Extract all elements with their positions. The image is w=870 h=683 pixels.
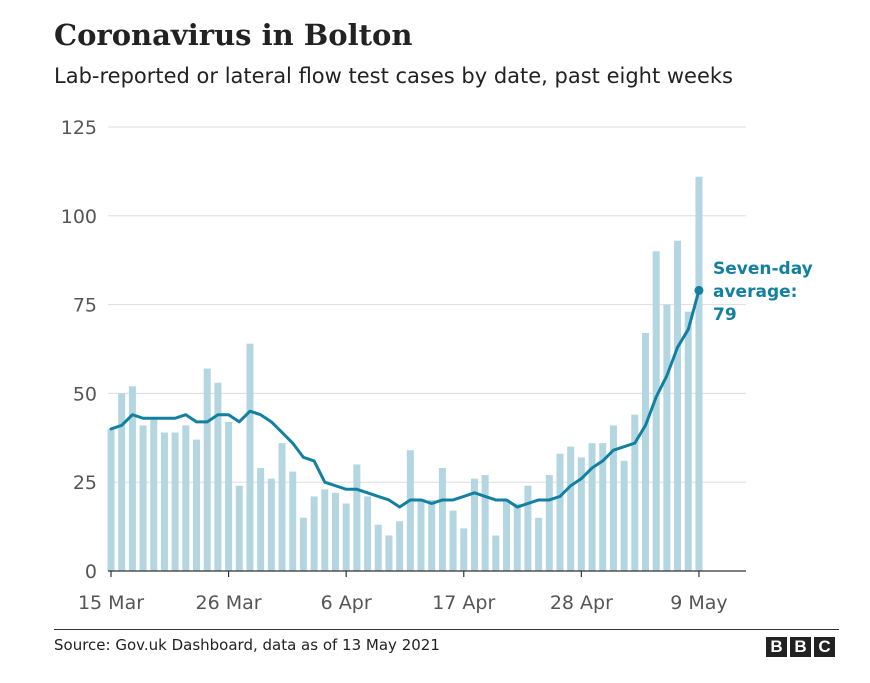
annotation-label: Seven-day <box>713 259 813 279</box>
y-tick-label: 125 <box>61 117 97 139</box>
bar <box>160 432 168 571</box>
bar <box>428 499 436 571</box>
chart-subtitle: Lab-reported or lateral flow test cases … <box>54 64 733 88</box>
bar <box>492 535 500 571</box>
bar <box>588 443 596 571</box>
bar <box>299 517 307 571</box>
bar <box>695 176 703 571</box>
bar <box>107 428 115 571</box>
bar <box>267 478 275 571</box>
bar <box>577 457 585 571</box>
bar <box>545 475 553 571</box>
seven-day-average-endpoint <box>694 285 704 295</box>
y-tick-label: 50 <box>73 383 97 405</box>
x-tick-label: 26 Mar <box>196 592 262 614</box>
bbc-logo-letter: C <box>814 637 835 657</box>
bar <box>193 439 201 571</box>
bar <box>246 343 254 571</box>
bar <box>460 528 468 571</box>
bar <box>182 425 190 571</box>
bar <box>599 443 607 571</box>
bar <box>503 499 511 571</box>
bar <box>642 333 649 571</box>
bar <box>118 393 126 571</box>
bar <box>278 443 286 571</box>
bar <box>235 485 243 571</box>
bar <box>342 503 350 571</box>
bar <box>364 496 372 571</box>
footer-divider <box>54 629 839 630</box>
bar <box>556 453 564 571</box>
bar <box>652 251 660 571</box>
bar <box>310 496 318 571</box>
annotation-label: average: <box>713 282 797 302</box>
bar <box>684 311 692 571</box>
y-tick-label: 100 <box>61 206 97 228</box>
y-tick-label: 75 <box>73 295 97 317</box>
seven-day-average-line <box>109 288 701 509</box>
bar <box>353 464 361 571</box>
x-tick-label: 28 Apr <box>550 592 613 614</box>
annotation-label: 79 <box>713 305 737 325</box>
bar <box>150 418 158 571</box>
bar <box>674 240 682 571</box>
bbc-logo: B B C <box>766 637 835 657</box>
bar <box>417 499 425 571</box>
bar <box>535 517 543 571</box>
bar <box>203 368 211 571</box>
bar <box>289 471 297 571</box>
bar <box>214 382 222 571</box>
bar <box>631 414 639 571</box>
bar <box>331 492 339 571</box>
bar <box>396 521 404 571</box>
bar <box>524 485 532 571</box>
y-tick-label: 25 <box>73 472 97 494</box>
source-note: Source: Gov.uk Dashboard, data as of 13 … <box>54 636 440 654</box>
bar <box>257 467 265 571</box>
bar <box>374 524 382 571</box>
bar <box>171 432 179 571</box>
chart-title: Coronavirus in Bolton <box>54 18 413 52</box>
y-tick-label: 0 <box>85 561 97 583</box>
bbc-logo-letter: B <box>790 637 811 657</box>
bbc-logo-letter: B <box>766 637 787 657</box>
bar <box>609 425 617 571</box>
bar <box>438 467 446 571</box>
bar <box>470 478 478 571</box>
bar <box>449 510 457 571</box>
x-tick-label: 17 Apr <box>432 592 495 614</box>
bar <box>321 489 329 571</box>
bar <box>620 460 628 571</box>
bar <box>225 421 233 571</box>
bar <box>567 446 575 571</box>
bar <box>385 535 393 571</box>
bar <box>481 475 489 571</box>
x-tick-label: 9 May <box>670 592 727 614</box>
bar <box>128 386 136 571</box>
bar <box>663 304 671 571</box>
bar <box>513 503 521 571</box>
bar <box>139 425 147 571</box>
bar <box>406 450 414 571</box>
x-tick-label: 6 Apr <box>321 592 372 614</box>
x-tick-label: 15 Mar <box>78 592 144 614</box>
